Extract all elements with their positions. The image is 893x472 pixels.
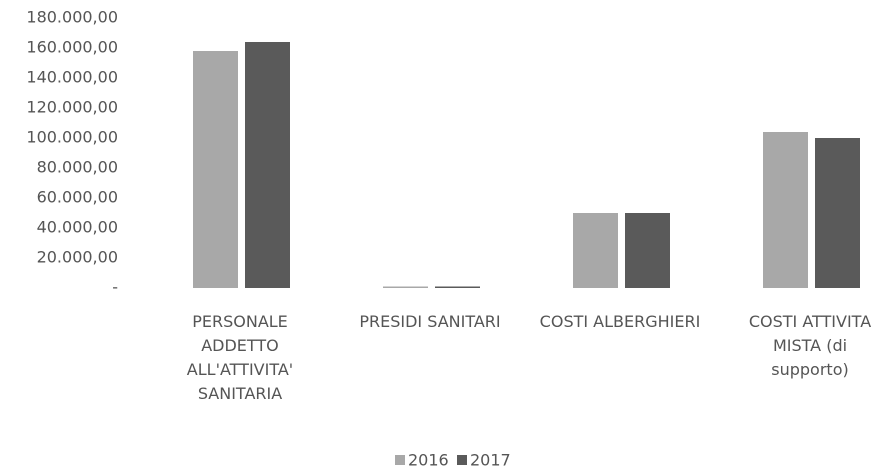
bar — [815, 138, 860, 288]
y-tick-label: - — [112, 278, 118, 297]
legend-label: 2016 — [408, 451, 449, 470]
x-tick-label: PRESIDI SANITARI — [359, 312, 501, 331]
y-tick-label: 140.000,00 — [26, 68, 118, 87]
y-tick-label: 60.000,00 — [37, 188, 118, 207]
legend-label: 2017 — [470, 451, 511, 470]
y-tick-label: 100.000,00 — [26, 128, 118, 147]
legend-swatch — [395, 455, 405, 465]
bar — [573, 213, 618, 288]
y-tick-label: 20.000,00 — [37, 248, 118, 267]
legend-swatch — [457, 455, 467, 465]
y-tick-label: 80.000,00 — [37, 158, 118, 177]
bar — [763, 132, 808, 288]
bar — [193, 51, 238, 288]
y-tick-label: 180.000,00 — [26, 8, 118, 27]
y-tick-label: 40.000,00 — [37, 218, 118, 237]
y-tick-label: 120.000,00 — [26, 98, 118, 117]
x-tick-label: COSTI ATTIVITA MISTA (di supporto) — [748, 312, 872, 379]
y-tick-label: 160.000,00 — [26, 38, 118, 57]
bar — [383, 286, 428, 288]
x-tick-label: COSTI ALBERGHIERI — [539, 312, 701, 331]
x-tick-label: PERSONALE ADDETTO ALL'ATTIVITA' SANITARI… — [186, 312, 294, 403]
bar — [245, 42, 290, 288]
bar — [435, 286, 480, 288]
bar — [625, 213, 670, 288]
